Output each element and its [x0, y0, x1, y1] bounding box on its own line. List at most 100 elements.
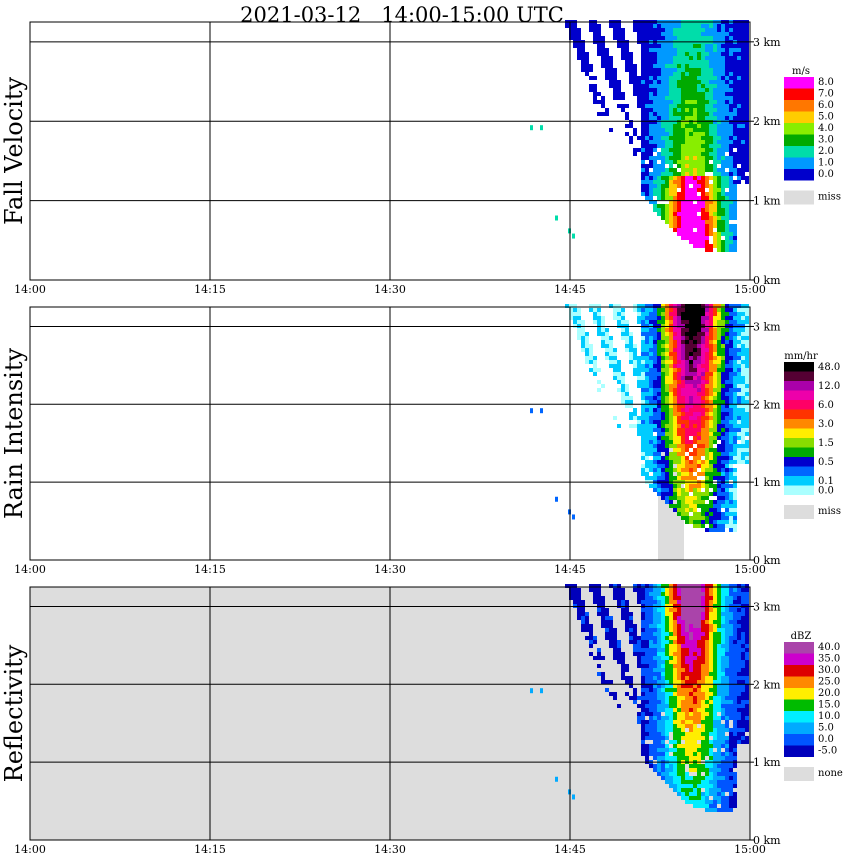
echo-pixel: [709, 688, 713, 692]
echo-pixel: [725, 656, 729, 660]
echo-pixel: [725, 800, 729, 804]
echo-pixel: [637, 304, 641, 308]
echo-pixel: [709, 320, 713, 324]
echo-pixel: [685, 384, 689, 388]
echo-pixel: [689, 204, 693, 208]
legend-label: 0.0: [818, 169, 834, 180]
echo-pixel: [669, 36, 673, 40]
echo-pixel: [641, 644, 645, 648]
echo-pixel: [569, 308, 573, 312]
echo-pixel: [725, 156, 729, 160]
echo-pixel: [701, 432, 705, 436]
echo-pixel: [693, 776, 697, 780]
echo-pixel: [645, 708, 649, 712]
echo-pixel: [613, 360, 617, 364]
echo-pixel: [729, 360, 733, 364]
echo-pixel: [737, 672, 741, 676]
echo-pixel: [621, 592, 625, 596]
echo-pixel: [745, 380, 749, 384]
echo-pixel: [621, 380, 625, 384]
echo-pixel: [681, 680, 685, 684]
echo-pixel: [741, 660, 745, 664]
echo-pixel: [585, 348, 589, 352]
echo-pixel: [657, 320, 661, 324]
echo-pixel: [693, 216, 697, 220]
echo-pixel: [645, 392, 649, 396]
echo-pixel: [693, 700, 697, 704]
echo-pixel: [677, 736, 681, 740]
echo-pixel: [717, 344, 721, 348]
echo-pixel: [661, 352, 665, 356]
echo-pixel: [661, 768, 665, 772]
echo-pixel: [649, 88, 653, 92]
echo-pixel: [657, 32, 661, 36]
echo-pixel: [653, 584, 657, 588]
echo-pixel: [685, 112, 689, 116]
echo-pixel: [701, 180, 705, 184]
echo-pixel: [729, 32, 733, 36]
echo-pixel: [733, 668, 737, 672]
echo-pixel: [641, 76, 645, 80]
echo-pixel: [717, 588, 721, 592]
echo-pixel: [697, 108, 701, 112]
echo-pixel: [689, 208, 693, 212]
echo-pixel: [717, 136, 721, 140]
echo-pixel: [689, 616, 693, 620]
echo-pixel: [705, 668, 709, 672]
echo-pixel: [629, 64, 633, 68]
echo-pixel: [729, 104, 733, 108]
echo-pixel: [713, 468, 717, 472]
echo-pixel: [713, 808, 717, 812]
echo-pixel: [725, 616, 729, 620]
echo-pixel: [713, 348, 717, 352]
echo-pixel: [677, 396, 681, 400]
echo-pixel: [605, 356, 609, 360]
echo-pixel: [685, 128, 689, 132]
echo-pixel: [689, 716, 693, 720]
echo-pixel: [677, 728, 681, 732]
echo-pixel: [613, 584, 617, 588]
echo-pixel: [641, 436, 645, 440]
echo-pixel: [661, 368, 665, 372]
echo-pixel: [737, 352, 741, 356]
echo-pixel: [613, 316, 617, 320]
echo-pixel: [677, 508, 681, 512]
panel-y-label: Reflectivity: [0, 644, 28, 782]
echo-pixel: [689, 704, 693, 708]
echo-pixel: [717, 244, 721, 248]
echo-pixel: [725, 176, 729, 180]
echo-pixel: [645, 108, 649, 112]
echo-pixel: [741, 376, 745, 380]
echo-pixel: [697, 96, 701, 100]
echo-pixel: [733, 688, 737, 692]
echo-pixel: [589, 624, 593, 628]
echo-pixel: [685, 164, 689, 168]
echo-pixel: [569, 24, 573, 28]
echo-pixel: [657, 156, 661, 160]
echo-pixel: [657, 204, 661, 208]
echo-pixel: [641, 448, 645, 452]
echo-pixel: [741, 424, 745, 428]
echo-pixel: [729, 396, 733, 400]
echo-pixel: [717, 508, 721, 512]
echo-pixel: [673, 76, 677, 80]
echo-pixel: [657, 772, 661, 776]
echo-pixel: [729, 632, 733, 636]
echo-pixel: [709, 396, 713, 400]
echo-pixel: [741, 628, 745, 632]
echo-pixel: [657, 748, 661, 752]
echo-pixel: [717, 88, 721, 92]
echo-pixel: [681, 228, 685, 232]
echo-pixel: [645, 52, 649, 56]
echo-pixel: [709, 200, 713, 204]
echo-pixel: [673, 624, 677, 628]
echo-pixel: [709, 120, 713, 124]
echo-pixel: [641, 412, 645, 416]
echo-pixel: [649, 96, 653, 100]
echo-pixel: [701, 700, 705, 704]
echo-pixel: [697, 356, 701, 360]
echo-pixel: [725, 804, 729, 808]
echo-pixel: [709, 380, 713, 384]
echo-pixel: [709, 64, 713, 68]
